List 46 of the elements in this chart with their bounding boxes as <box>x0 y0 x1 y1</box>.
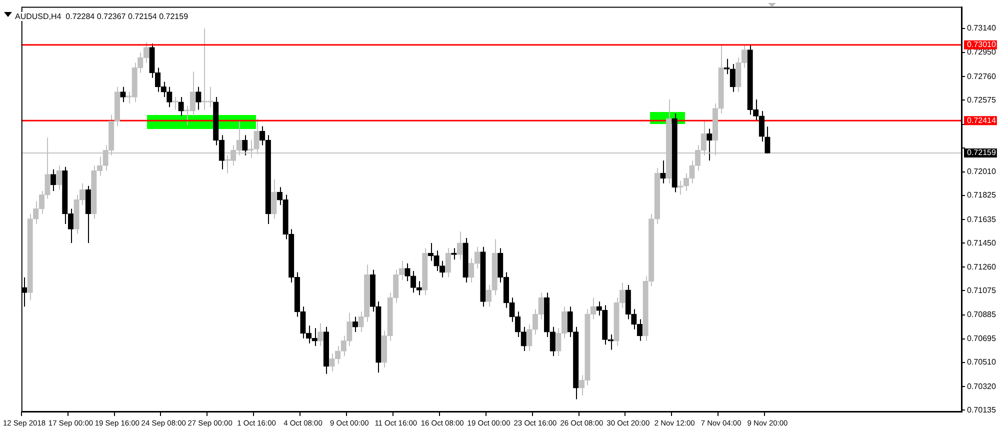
candlestick <box>550 326 556 357</box>
ref-line-label: 0.72414 <box>967 116 996 125</box>
y-tick-label: 0.72575 <box>967 95 996 104</box>
candlestick <box>486 284 492 308</box>
candlestick <box>242 134 248 156</box>
candlestick <box>764 126 770 154</box>
y-tick-label: 0.71450 <box>967 238 996 248</box>
candlestick <box>678 180 684 196</box>
y-tick-label: 0.72010 <box>967 167 996 176</box>
candlestick <box>172 96 178 110</box>
candlestick <box>660 160 666 184</box>
candlestick <box>526 324 532 352</box>
candlestick <box>445 248 451 278</box>
candlestick <box>56 165 62 190</box>
y-tick-label: 0.71075 <box>967 286 996 295</box>
candlestick <box>271 179 277 220</box>
y-tick-label: 0.71825 <box>967 190 996 200</box>
y-tick-label: 0.70885 <box>967 310 996 320</box>
candlestick <box>85 185 91 244</box>
y-tick-label: 0.71260 <box>967 262 996 272</box>
candlestick <box>166 86 172 108</box>
candlestick <box>567 306 573 338</box>
candlestick <box>178 96 184 117</box>
y-tick-label: 0.71635 <box>967 214 996 224</box>
candlestick <box>758 110 765 142</box>
candlestick <box>416 280 422 296</box>
y-tick-label: 0.70320 <box>967 382 996 391</box>
candlestick <box>410 270 416 294</box>
candlestick <box>50 168 56 192</box>
ref-line-label: 0.73010 <box>967 40 996 50</box>
ref-line-label: 0.72159 <box>967 148 996 158</box>
candlestick <box>730 63 736 92</box>
y-tick-label: 0.70695 <box>967 334 996 344</box>
candlestick <box>520 326 526 352</box>
y-tick-label: 0.70510 <box>967 358 996 367</box>
y-tick-label: 0.72760 <box>967 72 996 81</box>
y-tick-label: 0.70135 <box>967 405 996 414</box>
candlestick <box>706 128 712 161</box>
candlestick <box>404 262 410 282</box>
candlestick <box>120 86 126 103</box>
y-tick-label: 0.72950 <box>967 48 996 57</box>
text: AUDUSD,H4 0.72284 0.72367 0.72154 0.72159 <box>14 12 190 21</box>
y-tick-label: 0.73140 <box>967 24 996 33</box>
candlestick <box>196 86 202 110</box>
candlestick <box>456 231 463 260</box>
candlestick <box>318 322 324 346</box>
